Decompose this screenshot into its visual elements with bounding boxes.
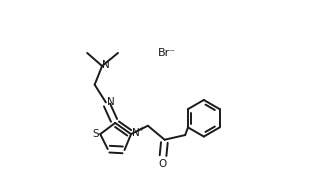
Text: N: N: [102, 60, 110, 70]
Text: +: +: [138, 126, 144, 132]
Text: O: O: [159, 159, 167, 169]
Text: Br⁻: Br⁻: [158, 48, 175, 58]
Text: N: N: [107, 97, 115, 107]
Text: S: S: [92, 129, 99, 139]
Text: N: N: [133, 128, 140, 138]
